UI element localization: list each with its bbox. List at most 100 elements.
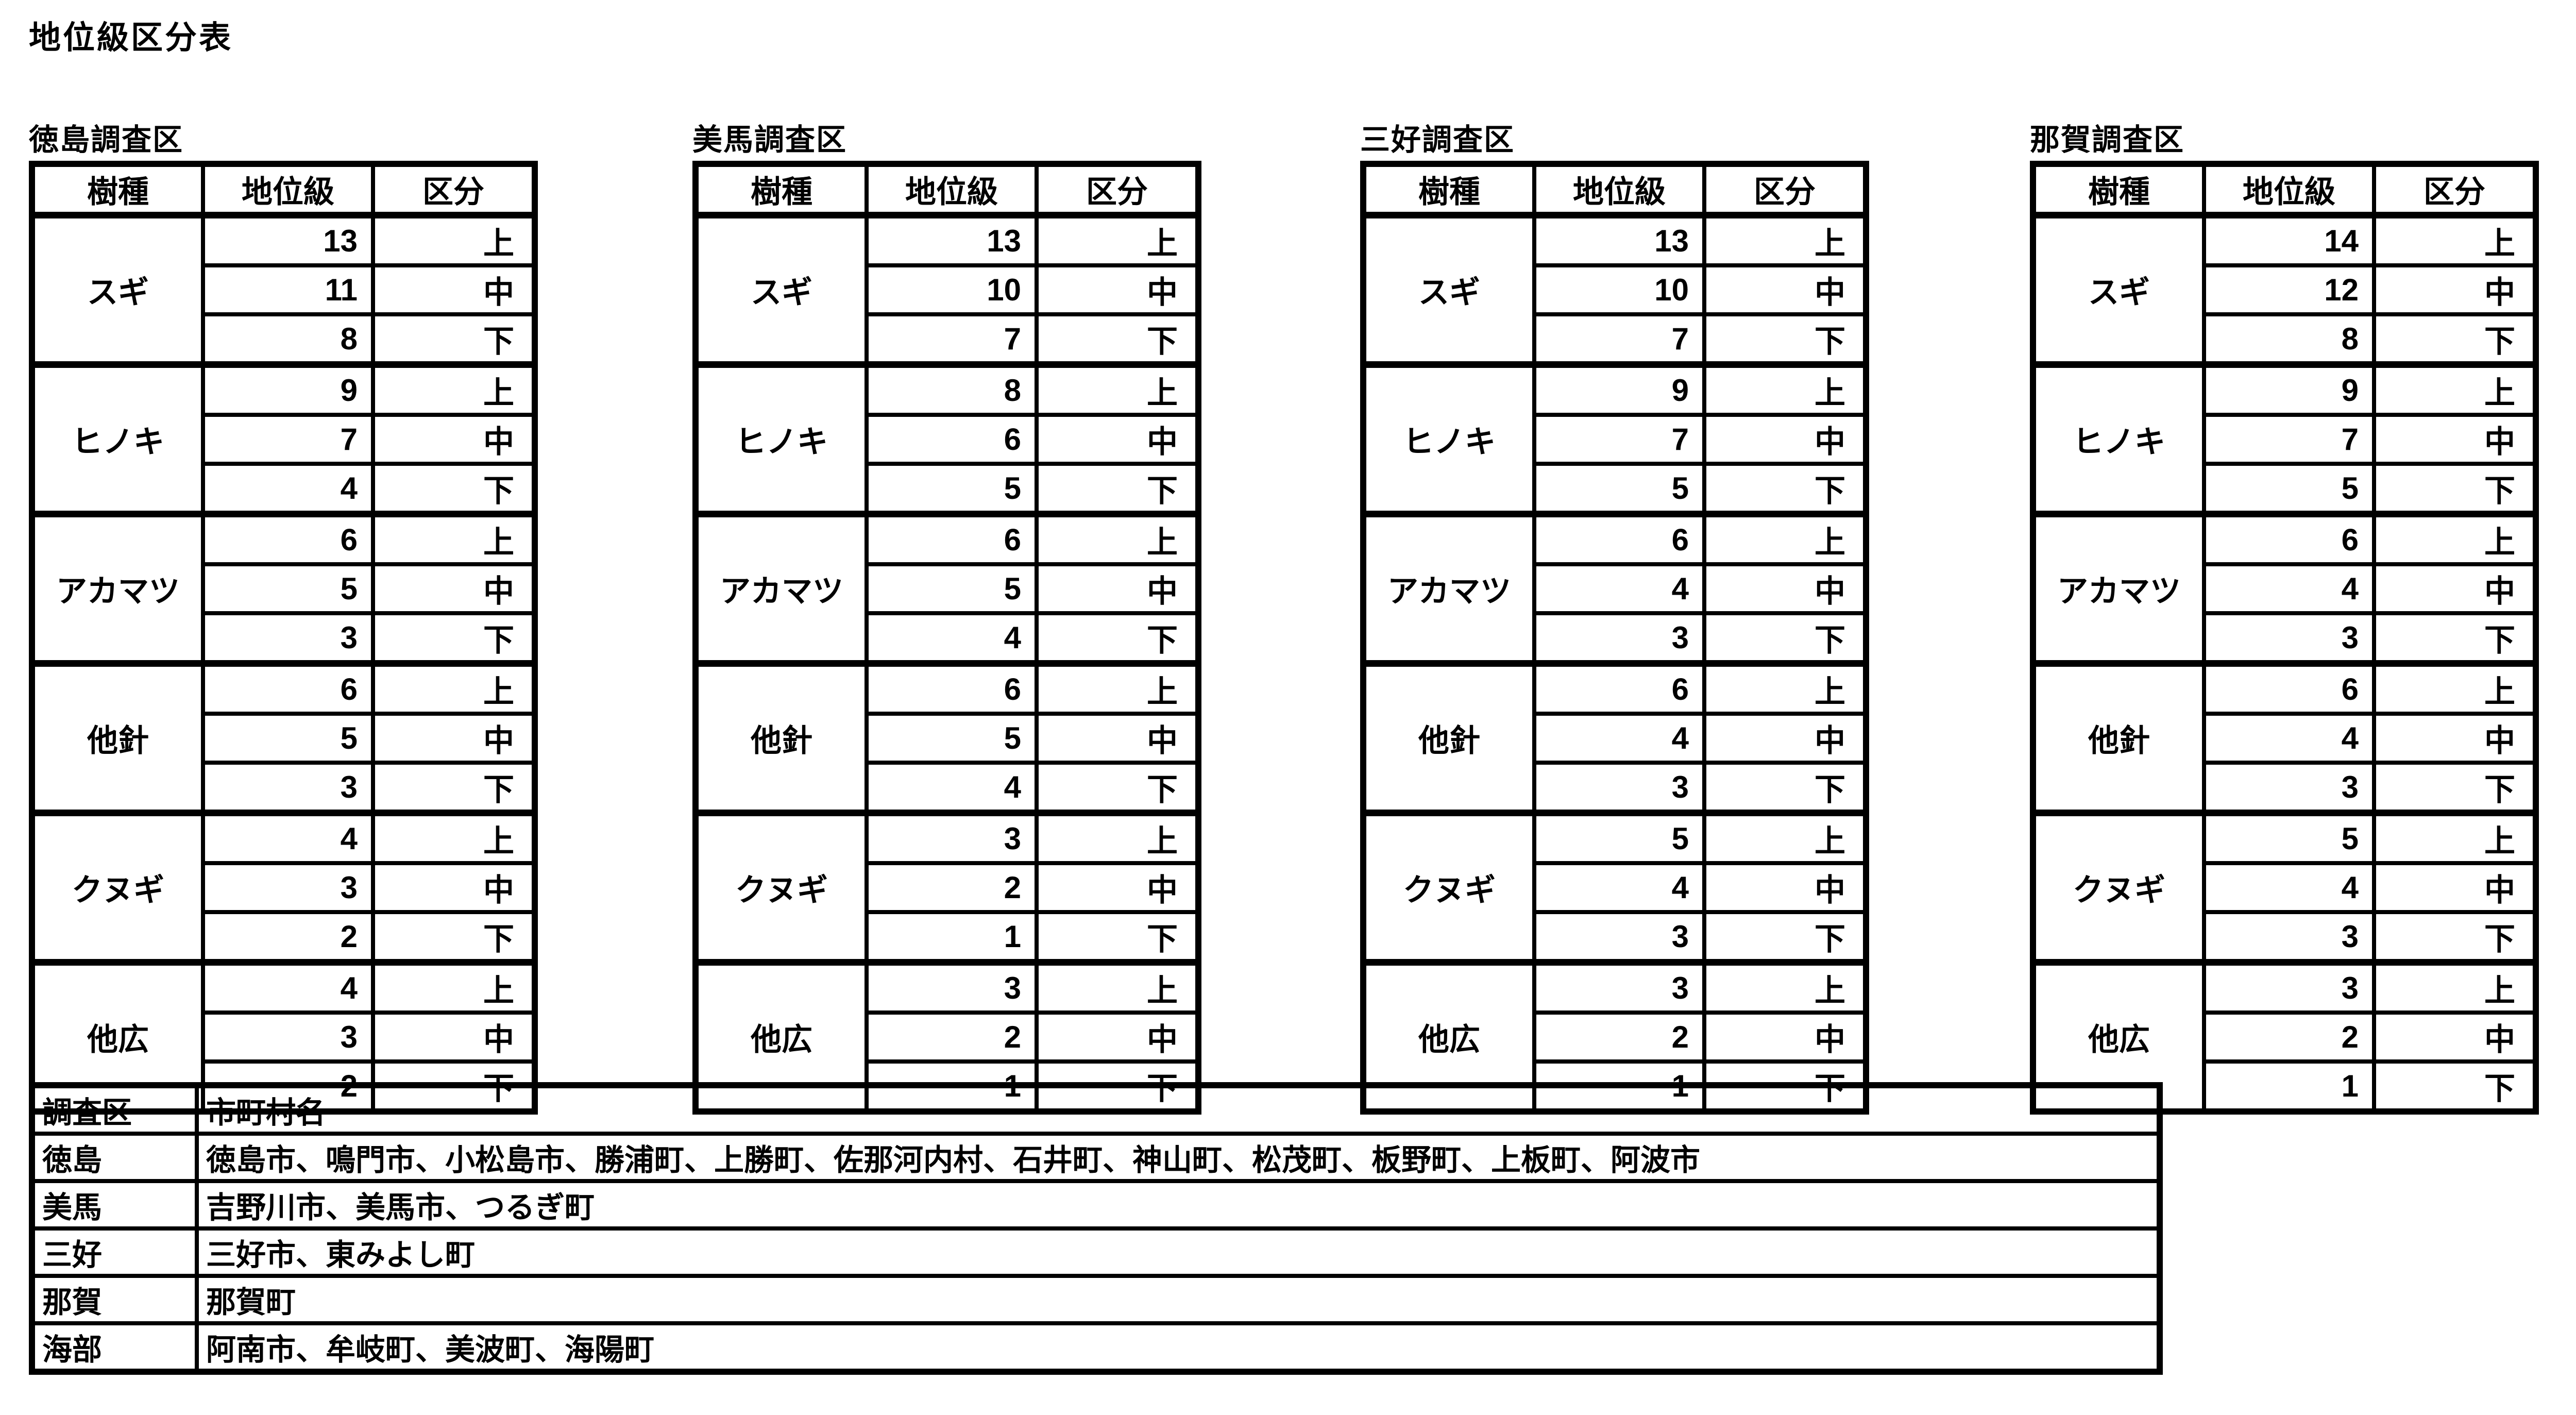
division-value: 上 <box>2372 511 2538 566</box>
division-value: 中 <box>371 1010 537 1064</box>
district-label: 徳島調査区 <box>29 123 184 157</box>
division-value: 下 <box>371 462 537 516</box>
header-division: 区分 <box>371 162 537 218</box>
site-class-value: 6 <box>865 413 1039 466</box>
division-value: 上 <box>2372 810 2538 865</box>
site-class-value: 2 <box>201 910 375 965</box>
division-value: 中 <box>1035 1010 1200 1064</box>
site-class-value: 2 <box>1532 1010 1706 1064</box>
site-class-value: 4 <box>1532 861 1706 914</box>
species-cell: スギ <box>693 212 869 367</box>
site-class-value: 4 <box>1532 562 1706 615</box>
division-value: 下 <box>371 910 537 965</box>
division-value: 中 <box>2372 1010 2538 1064</box>
site-class-value: 3 <box>1532 910 1706 965</box>
site-class-value: 3 <box>201 861 375 914</box>
division-value: 下 <box>1702 312 1868 367</box>
species-cell: 他針 <box>2031 660 2206 815</box>
site-class-table: 樹種 地位級 区分 スギ 13 上 10 中 7 下ヒノキ 9 上 7 中 5 下アカマツ 6 上 4 中 3 下他針 6 上… <box>1360 161 1869 1115</box>
table-row: ヒノキ 9 上 <box>1361 361 1868 516</box>
site-class-value: 5 <box>865 712 1039 765</box>
site-class-value: 7 <box>865 312 1039 367</box>
site-class-value: 3 <box>2202 959 2376 1015</box>
table-row: アカマツ 6 上 <box>30 511 537 666</box>
division-value: 上 <box>2372 660 2538 716</box>
table-row: 12 中 <box>2033 263 2538 316</box>
table-row: アカマツ 6 上 <box>1361 511 1868 666</box>
municipality-row: 美馬 吉野川市、美馬市、つるぎ町 <box>30 1179 2162 1231</box>
division-value: 下 <box>371 312 537 367</box>
table-row: アカマツ 6 上 <box>2031 511 2538 666</box>
site-class-value: 4 <box>2202 712 2376 765</box>
division-value: 上 <box>1035 212 1200 267</box>
site-class-value: 9 <box>201 361 375 417</box>
species-cell: アカマツ <box>30 511 205 666</box>
table-row: 他広 3 上 <box>2031 959 2538 1114</box>
site-class-value: 10 <box>865 263 1039 316</box>
division-value: 中 <box>2372 861 2538 914</box>
table-row: スギ 13 上 <box>1361 212 1868 367</box>
site-class-value: 2 <box>865 861 1039 914</box>
division-value: 上 <box>1035 660 1200 716</box>
district-table: 美馬調査区 樹種 地位級 区分 スギ 13 上 10 中 7 下ヒノキ 8 上 6 中 5 下アカマツ 6 上 5 中 4… <box>692 124 1201 1115</box>
site-class-value: 3 <box>2202 910 2376 965</box>
species-cell: アカマツ <box>1361 511 1536 666</box>
division-value: 下 <box>1702 462 1868 516</box>
table-row: 他広 4 上 <box>30 959 537 1114</box>
municipality-names: 阿南市、牟岐町、美波町、海陽町 <box>195 1321 2162 1374</box>
site-class-value: 8 <box>2202 312 2376 367</box>
table-row: 他広 3 上 <box>1361 959 1868 1114</box>
site-class-value: 6 <box>201 660 375 716</box>
division-value: 中 <box>2372 263 2538 316</box>
division-value: 中 <box>1702 861 1868 914</box>
district-table: 徳島調査区 樹種 地位級 区分 スギ 13 上 11 中 8 下ヒノキ 9 上 7 中 4 下アカマツ 6 上 5 中 3… <box>29 123 538 1115</box>
division-value: 中 <box>1035 263 1200 316</box>
species-cell: アカマツ <box>2031 511 2206 666</box>
site-class-value: 2 <box>2202 1010 2376 1064</box>
species-cell: スギ <box>2031 212 2206 367</box>
division-value: 中 <box>1035 861 1200 914</box>
district-short-name: 三好 <box>30 1226 199 1278</box>
division-value: 上 <box>1702 212 1868 267</box>
municipality-row: 三好 三好市、東みよし町 <box>30 1226 2162 1278</box>
site-class-value: 7 <box>1532 413 1706 466</box>
division-value: 下 <box>1702 611 1868 666</box>
table-row: クヌギ 3 上 <box>693 810 1200 965</box>
division-value: 上 <box>371 959 537 1015</box>
page-title: 地位級区分表 <box>29 20 233 56</box>
division-value: 中 <box>1702 562 1868 615</box>
site-class-value: 1 <box>865 910 1039 965</box>
division-value: 上 <box>1035 361 1200 417</box>
district-table: 三好調査区 樹種 地位級 区分 スギ 13 上 10 中 7 下ヒノキ 9 上 7 中 5 下アカマツ 6 上 4 中 3… <box>1360 124 1869 1115</box>
site-class-value: 7 <box>1532 312 1706 367</box>
site-class-value: 4 <box>865 611 1039 666</box>
site-class-value: 4 <box>2202 861 2376 914</box>
table-row: 他針 6 上 <box>30 660 537 815</box>
division-value: 上 <box>371 660 537 716</box>
district-short-name: 那賀 <box>30 1274 199 1325</box>
site-class-value: 5 <box>201 712 375 765</box>
site-class-value: 4 <box>2202 562 2376 615</box>
species-cell: クヌギ <box>1361 810 1536 965</box>
table-row: 10 中 <box>696 263 1200 316</box>
division-value: 下 <box>2372 462 2538 516</box>
site-class-value: 4 <box>201 959 375 1015</box>
division-value: 中 <box>1702 712 1868 765</box>
site-class-value: 13 <box>1532 212 1706 267</box>
site-class-value: 14 <box>2202 212 2376 267</box>
